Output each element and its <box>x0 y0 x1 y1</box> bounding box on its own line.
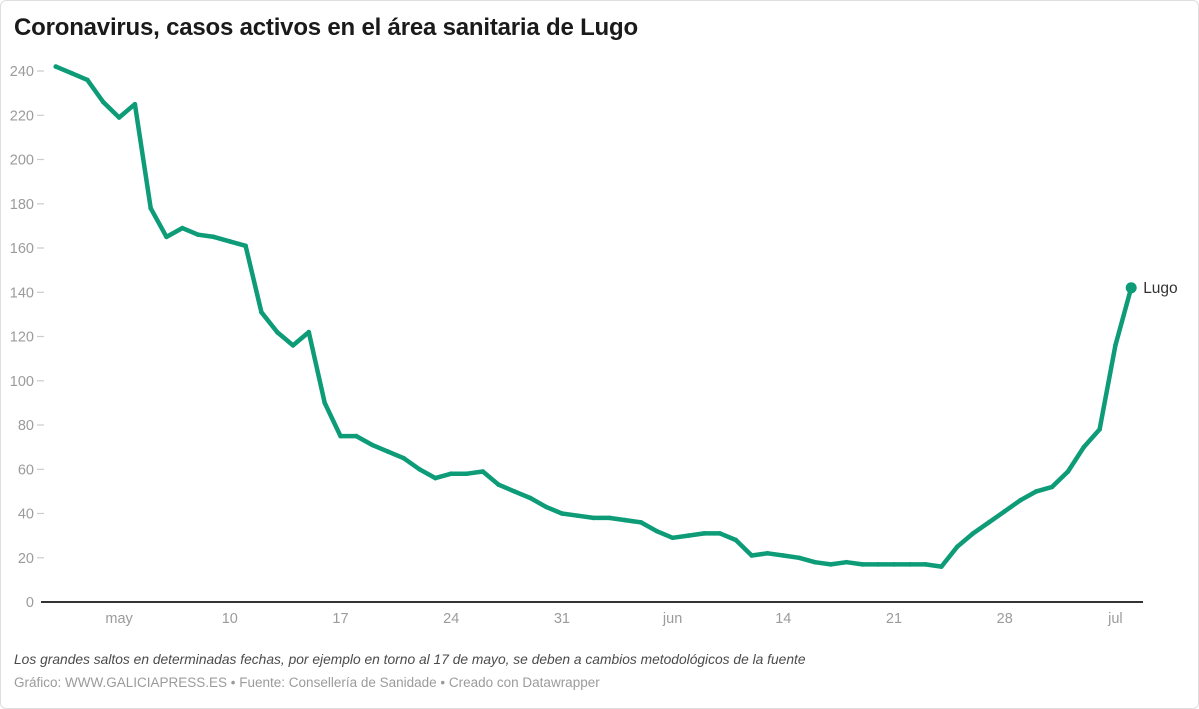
data-point <box>765 551 770 556</box>
y-axis-label: 20 <box>18 551 34 567</box>
y-axis-label: 180 <box>10 197 34 213</box>
data-point <box>781 553 786 558</box>
data-point <box>496 482 501 488</box>
data-point <box>528 495 533 501</box>
data-point <box>322 400 328 406</box>
data-point <box>828 562 833 567</box>
data-point <box>338 433 343 439</box>
data-point <box>448 471 454 477</box>
x-axis-label: jun <box>662 611 682 627</box>
data-point <box>164 234 169 240</box>
data-point <box>100 99 106 105</box>
x-axis-label: 24 <box>443 611 459 627</box>
data-point <box>1113 343 1118 348</box>
line-chart: 0 20 40 60 80 100 120 140 160 180 200 220 240 may 10 17… <box>10 64 1178 627</box>
chart-title: Coronavirus, casos activos en el área sa… <box>14 14 638 41</box>
data-point <box>433 475 438 481</box>
data-point <box>480 469 486 474</box>
data-point <box>227 239 233 244</box>
data-point <box>654 528 660 534</box>
data-point <box>180 225 185 231</box>
data-point <box>891 562 897 567</box>
y-axis-label: 80 <box>18 418 34 434</box>
data-point <box>955 544 960 549</box>
data-point <box>860 562 865 567</box>
data-point <box>259 309 264 315</box>
data-point <box>638 520 644 525</box>
data-point-last <box>1125 282 1137 294</box>
data-point <box>69 70 74 76</box>
footnote: Los grandes saltos en determinadas fecha… <box>14 652 806 667</box>
data-point <box>195 232 201 237</box>
data-point <box>622 517 628 523</box>
data-point <box>543 504 549 510</box>
data-point <box>844 559 849 565</box>
data-point <box>796 555 802 561</box>
data-point <box>575 513 580 518</box>
x-axis-label: 28 <box>997 611 1013 627</box>
data-point <box>970 531 976 536</box>
data-point <box>306 329 312 335</box>
data-point <box>923 562 928 567</box>
data-point <box>812 559 818 565</box>
y-axis-label: 60 <box>18 462 34 478</box>
y-axis-label: 120 <box>10 330 34 346</box>
data-point <box>875 562 881 567</box>
x-axis-label: 14 <box>775 611 791 627</box>
data-point <box>607 515 612 521</box>
data-point <box>939 564 944 569</box>
x-axis-label: 31 <box>554 611 570 627</box>
credits: Gráfico: WWW.GALICIAPRESS.ES • Fuente: C… <box>14 675 600 690</box>
data-point <box>385 449 391 454</box>
data-point <box>401 455 407 461</box>
data-point <box>1034 489 1039 494</box>
data-point <box>1049 484 1055 490</box>
data-point <box>1097 427 1102 432</box>
x-axis-label: jul <box>1107 611 1123 627</box>
y-axis-label: 100 <box>10 374 34 390</box>
data-point <box>417 467 422 472</box>
y-axis-label: 160 <box>10 241 34 257</box>
data-point <box>369 442 375 448</box>
y-axis-label: 0 <box>26 595 34 611</box>
y-axis-label: 240 <box>10 64 34 80</box>
data-point <box>211 234 217 240</box>
data-point <box>132 101 138 107</box>
data-point <box>670 535 675 541</box>
data-point <box>686 533 691 538</box>
data-point <box>986 520 992 525</box>
data-point <box>85 77 90 83</box>
data-point <box>354 433 359 439</box>
data-point <box>591 515 596 521</box>
series-label: Lugo <box>1143 280 1177 297</box>
data-point <box>53 64 59 69</box>
y-axis-label: 140 <box>10 285 34 301</box>
data-point <box>733 537 739 543</box>
data-point <box>1002 509 1007 514</box>
data-point <box>1018 497 1023 503</box>
data-point <box>717 531 723 536</box>
data-point <box>559 511 565 516</box>
data-point <box>512 489 517 494</box>
data-point <box>464 471 470 477</box>
x-axis-label: 10 <box>222 611 238 627</box>
x-axis-label: may <box>105 611 133 627</box>
y-axis-label: 40 <box>18 507 34 523</box>
data-point <box>148 205 153 211</box>
data-point <box>749 553 754 558</box>
data-point <box>701 531 707 536</box>
data-point <box>1065 469 1071 474</box>
data-point <box>116 115 122 120</box>
data-point <box>290 343 296 348</box>
data-point <box>243 243 248 249</box>
data-line-lugo <box>53 64 1134 569</box>
x-axis-label: 17 <box>332 611 348 627</box>
x-axis-label: 21 <box>886 611 902 627</box>
data-point <box>907 562 913 567</box>
data-point <box>1081 444 1087 450</box>
y-axis-label: 200 <box>10 153 34 169</box>
data-point <box>274 329 280 335</box>
y-axis-label: 220 <box>10 108 34 124</box>
